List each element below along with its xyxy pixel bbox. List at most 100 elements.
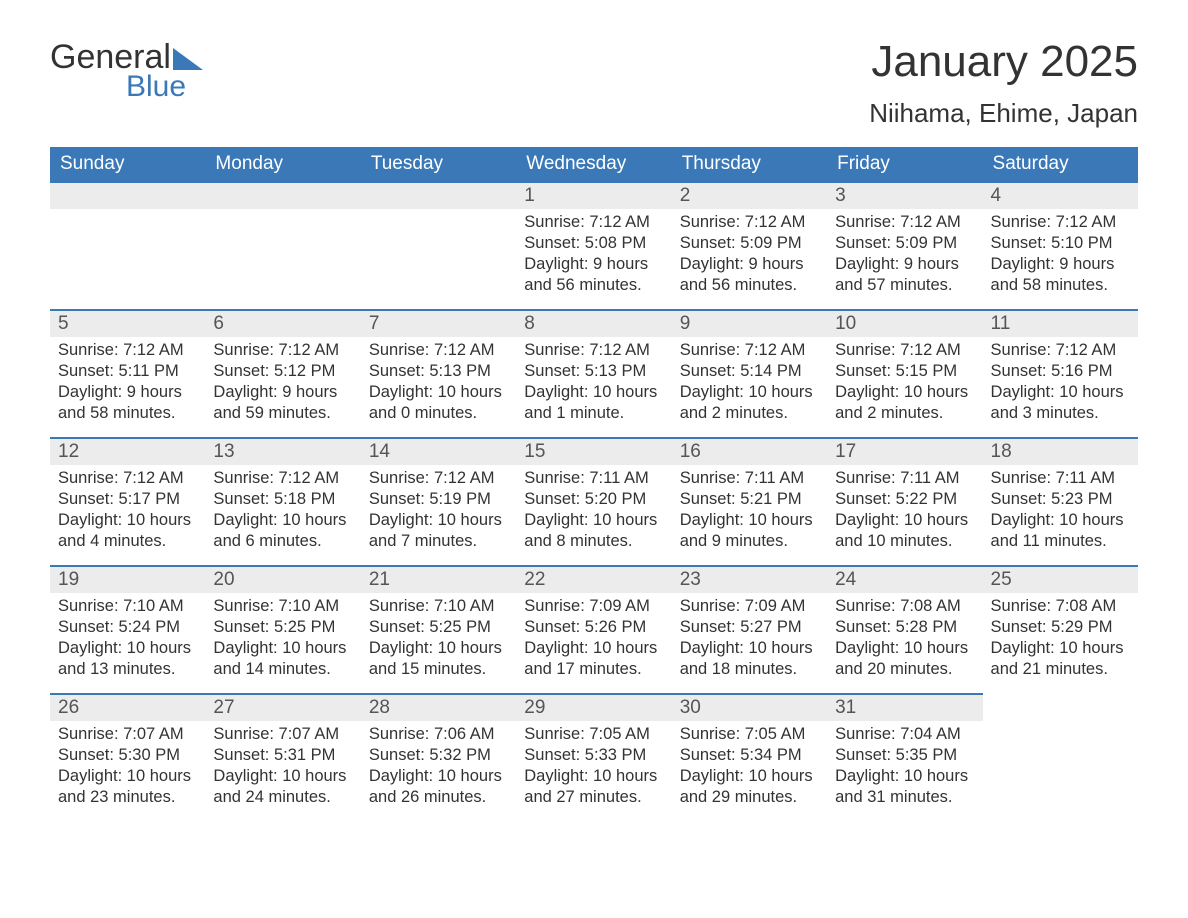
calendar-cell (50, 181, 205, 309)
calendar-table: SundayMondayTuesdayWednesdayThursdayFrid… (50, 147, 1138, 821)
calendar-cell: 7Sunrise: 7:12 AMSunset: 5:13 PMDaylight… (361, 309, 516, 437)
sunset-line: Sunset: 5:21 PM (680, 489, 819, 510)
sunrise-line: Sunrise: 7:12 AM (58, 340, 197, 361)
sunrise-line: Sunrise: 7:10 AM (58, 596, 197, 617)
calendar-week-row: 5Sunrise: 7:12 AMSunset: 5:11 PMDaylight… (50, 309, 1138, 437)
sunrise-line: Sunrise: 7:06 AM (369, 724, 508, 745)
day-body: Sunrise: 7:07 AMSunset: 5:30 PMDaylight:… (50, 721, 205, 812)
day-number: 22 (516, 565, 671, 593)
day-body: Sunrise: 7:12 AMSunset: 5:13 PMDaylight:… (361, 337, 516, 428)
daylight-line: Daylight: 10 hours and 2 minutes. (680, 382, 819, 424)
day-body: Sunrise: 7:12 AMSunset: 5:11 PMDaylight:… (50, 337, 205, 428)
day-number: 27 (205, 693, 360, 721)
sunset-line: Sunset: 5:20 PM (524, 489, 663, 510)
sunrise-line: Sunrise: 7:12 AM (680, 340, 819, 361)
calendar-cell: 1Sunrise: 7:12 AMSunset: 5:08 PMDaylight… (516, 181, 671, 309)
sunset-line: Sunset: 5:30 PM (58, 745, 197, 766)
day-number: 7 (361, 309, 516, 337)
sunset-line: Sunset: 5:32 PM (369, 745, 508, 766)
daylight-line: Daylight: 9 hours and 56 minutes. (680, 254, 819, 296)
calendar-week-row: 26Sunrise: 7:07 AMSunset: 5:30 PMDayligh… (50, 693, 1138, 821)
sunrise-line: Sunrise: 7:11 AM (991, 468, 1130, 489)
daylight-line: Daylight: 10 hours and 18 minutes. (680, 638, 819, 680)
sunset-line: Sunset: 5:25 PM (213, 617, 352, 638)
sunset-line: Sunset: 5:15 PM (835, 361, 974, 382)
sunrise-line: Sunrise: 7:05 AM (680, 724, 819, 745)
sunrise-line: Sunrise: 7:08 AM (835, 596, 974, 617)
day-body: Sunrise: 7:10 AMSunset: 5:25 PMDaylight:… (361, 593, 516, 684)
calendar-cell (983, 693, 1138, 821)
calendar-cell: 29Sunrise: 7:05 AMSunset: 5:33 PMDayligh… (516, 693, 671, 821)
calendar-week-row: 19Sunrise: 7:10 AMSunset: 5:24 PMDayligh… (50, 565, 1138, 693)
sunset-line: Sunset: 5:28 PM (835, 617, 974, 638)
sunset-line: Sunset: 5:08 PM (524, 233, 663, 254)
day-body: Sunrise: 7:12 AMSunset: 5:18 PMDaylight:… (205, 465, 360, 556)
daylight-line: Daylight: 10 hours and 14 minutes. (213, 638, 352, 680)
daylight-line: Daylight: 10 hours and 1 minute. (524, 382, 663, 424)
day-number: 28 (361, 693, 516, 721)
calendar-cell: 3Sunrise: 7:12 AMSunset: 5:09 PMDaylight… (827, 181, 982, 309)
daylight-line: Daylight: 10 hours and 6 minutes. (213, 510, 352, 552)
sunset-line: Sunset: 5:18 PM (213, 489, 352, 510)
day-number: 26 (50, 693, 205, 721)
day-number: 23 (672, 565, 827, 593)
sunrise-line: Sunrise: 7:12 AM (524, 212, 663, 233)
calendar-cell: 15Sunrise: 7:11 AMSunset: 5:20 PMDayligh… (516, 437, 671, 565)
sunset-line: Sunset: 5:35 PM (835, 745, 974, 766)
sunrise-line: Sunrise: 7:12 AM (58, 468, 197, 489)
daylight-line: Daylight: 10 hours and 9 minutes. (680, 510, 819, 552)
day-number: 25 (983, 565, 1138, 593)
sunset-line: Sunset: 5:27 PM (680, 617, 819, 638)
sunrise-line: Sunrise: 7:05 AM (524, 724, 663, 745)
sunrise-line: Sunrise: 7:11 AM (835, 468, 974, 489)
day-body: Sunrise: 7:12 AMSunset: 5:12 PMDaylight:… (205, 337, 360, 428)
day-body: Sunrise: 7:12 AMSunset: 5:13 PMDaylight:… (516, 337, 671, 428)
daylight-line: Daylight: 10 hours and 7 minutes. (369, 510, 508, 552)
sunrise-line: Sunrise: 7:12 AM (835, 212, 974, 233)
day-number: 2 (672, 181, 827, 209)
sunset-line: Sunset: 5:24 PM (58, 617, 197, 638)
calendar-cell (361, 181, 516, 309)
empty-day-header (361, 181, 516, 209)
calendar-week-row: 1Sunrise: 7:12 AMSunset: 5:08 PMDaylight… (50, 181, 1138, 309)
calendar-cell: 19Sunrise: 7:10 AMSunset: 5:24 PMDayligh… (50, 565, 205, 693)
daylight-line: Daylight: 9 hours and 59 minutes. (213, 382, 352, 424)
day-body: Sunrise: 7:12 AMSunset: 5:16 PMDaylight:… (983, 337, 1138, 428)
weekday-header: Monday (205, 147, 360, 181)
daylight-line: Daylight: 10 hours and 0 minutes. (369, 382, 508, 424)
daylight-line: Daylight: 10 hours and 29 minutes. (680, 766, 819, 808)
sunset-line: Sunset: 5:25 PM (369, 617, 508, 638)
calendar-cell: 13Sunrise: 7:12 AMSunset: 5:18 PMDayligh… (205, 437, 360, 565)
daylight-line: Daylight: 10 hours and 13 minutes. (58, 638, 197, 680)
calendar-cell (205, 181, 360, 309)
calendar-cell: 18Sunrise: 7:11 AMSunset: 5:23 PMDayligh… (983, 437, 1138, 565)
calendar-cell: 6Sunrise: 7:12 AMSunset: 5:12 PMDaylight… (205, 309, 360, 437)
sunrise-line: Sunrise: 7:11 AM (680, 468, 819, 489)
weekday-header: Thursday (672, 147, 827, 181)
day-number: 17 (827, 437, 982, 465)
day-number: 3 (827, 181, 982, 209)
day-number: 12 (50, 437, 205, 465)
day-number: 15 (516, 437, 671, 465)
sunrise-line: Sunrise: 7:07 AM (213, 724, 352, 745)
calendar-cell: 16Sunrise: 7:11 AMSunset: 5:21 PMDayligh… (672, 437, 827, 565)
day-body: Sunrise: 7:12 AMSunset: 5:09 PMDaylight:… (672, 209, 827, 300)
day-number: 6 (205, 309, 360, 337)
sunrise-line: Sunrise: 7:12 AM (991, 212, 1130, 233)
day-body: Sunrise: 7:11 AMSunset: 5:23 PMDaylight:… (983, 465, 1138, 556)
sunrise-line: Sunrise: 7:11 AM (524, 468, 663, 489)
daylight-line: Daylight: 10 hours and 24 minutes. (213, 766, 352, 808)
day-number: 18 (983, 437, 1138, 465)
calendar-week-row: 12Sunrise: 7:12 AMSunset: 5:17 PMDayligh… (50, 437, 1138, 565)
daylight-line: Daylight: 10 hours and 10 minutes. (835, 510, 974, 552)
calendar-cell: 26Sunrise: 7:07 AMSunset: 5:30 PMDayligh… (50, 693, 205, 821)
daylight-line: Daylight: 9 hours and 57 minutes. (835, 254, 974, 296)
sunset-line: Sunset: 5:13 PM (369, 361, 508, 382)
empty-day-header (205, 181, 360, 209)
calendar-cell: 22Sunrise: 7:09 AMSunset: 5:26 PMDayligh… (516, 565, 671, 693)
daylight-line: Daylight: 9 hours and 58 minutes. (991, 254, 1130, 296)
sunrise-line: Sunrise: 7:12 AM (835, 340, 974, 361)
day-number: 20 (205, 565, 360, 593)
daylight-line: Daylight: 10 hours and 23 minutes. (58, 766, 197, 808)
logo: General Blue (50, 40, 207, 74)
